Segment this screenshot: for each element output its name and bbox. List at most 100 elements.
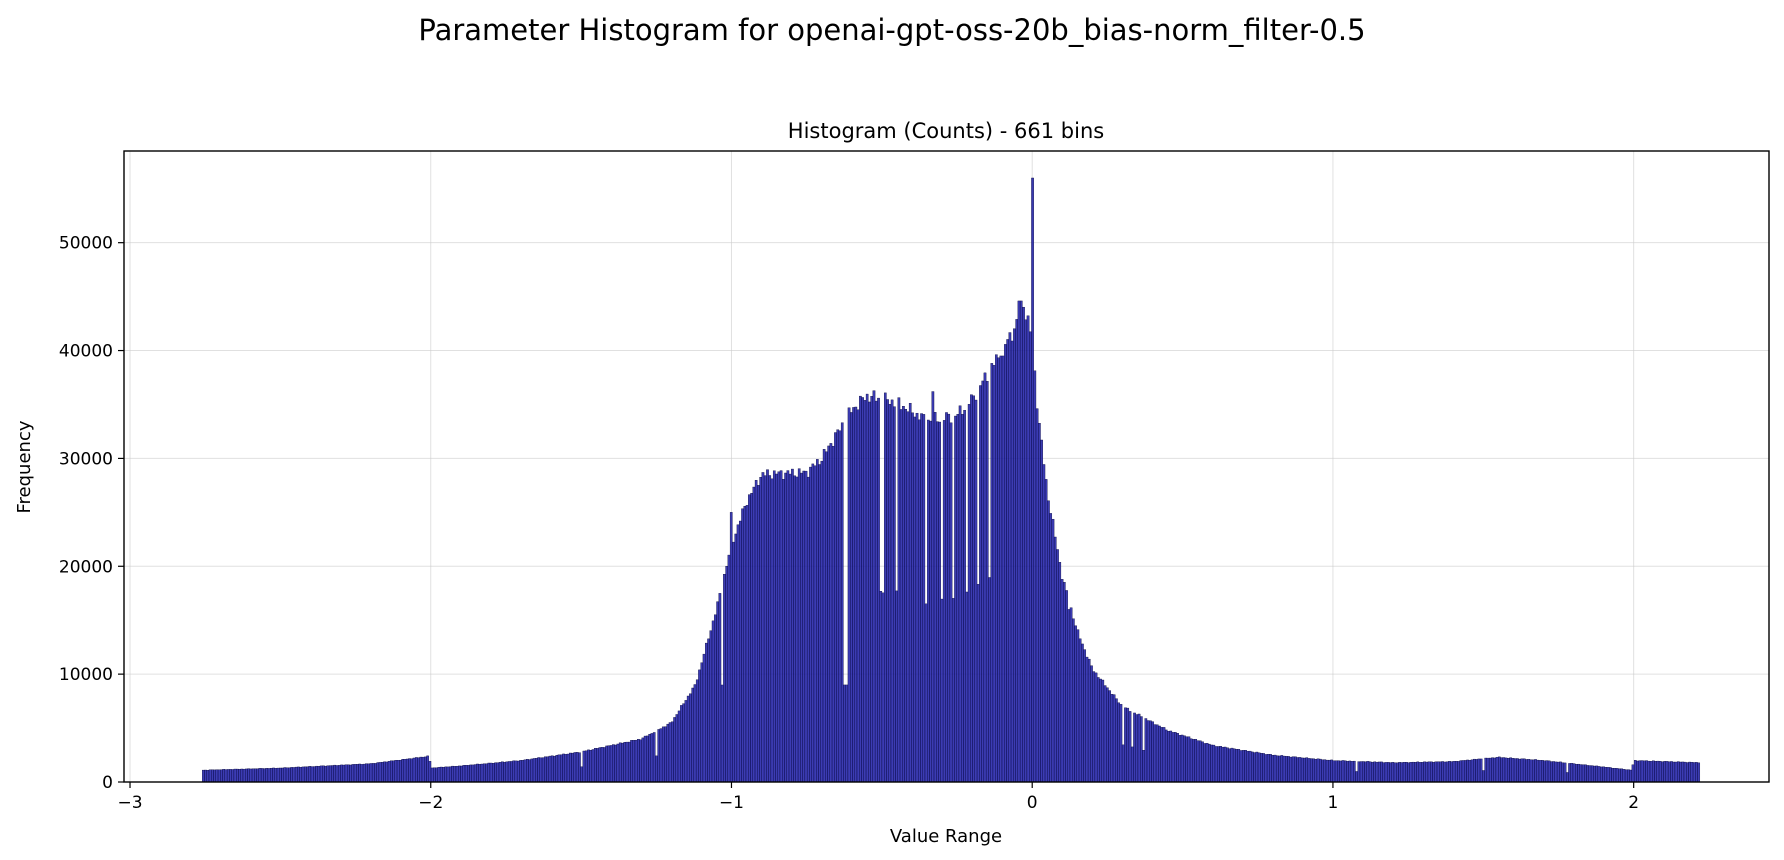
histogram-bar <box>673 717 676 783</box>
histogram-bar <box>376 762 380 783</box>
histogram-bar <box>1260 753 1263 783</box>
histogram-bar <box>1264 754 1268 783</box>
histogram-bar <box>945 412 948 783</box>
histogram-bar <box>501 761 504 783</box>
histogram-bar <box>1135 714 1139 783</box>
histogram-bar <box>924 603 928 783</box>
histogram-bar <box>1382 762 1386 783</box>
histogram-bar <box>1602 766 1605 783</box>
histogram-bar <box>514 760 518 783</box>
histogram-bar <box>634 739 638 783</box>
histogram-bar <box>809 466 812 783</box>
histogram-bar <box>471 764 475 783</box>
histogram-bar <box>963 410 966 783</box>
histogram-bar <box>1581 764 1585 783</box>
histogram-bar <box>487 762 491 783</box>
histogram-bar <box>1067 609 1071 783</box>
y-axis-label: Frequency <box>14 420 35 513</box>
histogram-bar <box>460 765 463 783</box>
histogram-bar <box>940 598 944 783</box>
histogram-bar <box>1169 730 1173 783</box>
histogram-bar <box>890 399 894 783</box>
histogram-bar <box>1307 758 1311 783</box>
histogram-bar <box>1658 761 1662 783</box>
histogram-bar <box>1126 707 1130 783</box>
histogram-bar <box>1368 761 1372 783</box>
histogram-bar <box>473 764 477 783</box>
histogram-bar <box>1529 759 1533 783</box>
histogram-bar <box>405 758 409 783</box>
histogram-bar <box>1121 744 1125 783</box>
histogram-bar <box>451 765 454 783</box>
histogram-bar <box>365 763 368 783</box>
histogram-bar <box>1670 761 1673 783</box>
histogram-bar <box>535 758 538 783</box>
histogram-bar <box>1285 756 1288 783</box>
histogram-bar <box>419 756 423 783</box>
histogram-bar <box>1137 713 1141 783</box>
histogram-bar <box>242 768 246 783</box>
histogram-bar <box>1130 746 1134 783</box>
histogram-bar <box>1459 760 1463 783</box>
histogram-bar <box>632 740 636 783</box>
histogram-bar <box>768 475 772 783</box>
histogram-bar <box>1543 760 1546 783</box>
histogram-bar <box>1339 760 1343 783</box>
histogram-bar <box>1262 753 1265 783</box>
histogram-bar <box>1187 736 1191 783</box>
histogram-bar <box>720 684 724 783</box>
histogram-bar <box>1373 761 1377 783</box>
histogram-bar <box>1119 704 1123 783</box>
histogram-bar <box>1006 339 1009 783</box>
histogram-bar <box>578 752 581 783</box>
histogram-bar <box>1035 408 1039 783</box>
histogram-bar <box>661 726 665 783</box>
histogram-bar <box>904 408 908 783</box>
histogram-bar <box>1618 768 1621 783</box>
histogram-bar <box>1185 736 1188 783</box>
histogram-bar <box>1017 300 1021 783</box>
histogram-bar <box>1004 344 1007 783</box>
histogram-bar <box>1590 765 1594 783</box>
histogram-bar <box>247 768 250 783</box>
histogram-bar <box>1038 423 1041 783</box>
histogram-bar <box>1069 607 1073 783</box>
histogram-bar <box>1536 759 1540 783</box>
histogram-bar <box>215 769 219 783</box>
histogram-bar <box>464 765 468 783</box>
histogram-bar <box>757 485 760 783</box>
histogram-bar <box>598 747 602 783</box>
histogram-bar <box>931 391 935 783</box>
histogram-bar <box>868 401 871 783</box>
histogram-bar <box>1078 638 1082 783</box>
histogram-bar <box>356 764 359 783</box>
histogram-bar <box>1047 500 1050 783</box>
histogram-bar <box>811 463 815 783</box>
histogram-bar <box>358 763 361 783</box>
histogram-bar <box>1015 319 1019 783</box>
histogram-bar <box>1633 760 1637 783</box>
histogram-bar <box>705 642 708 783</box>
histogram-bar <box>378 762 382 783</box>
histogram-bar <box>220 769 223 783</box>
histogram-bar <box>301 766 305 783</box>
histogram-bar <box>444 766 448 783</box>
histogram-bar <box>371 763 375 783</box>
histogram-bar <box>362 763 366 783</box>
histogram-bar <box>1158 725 1161 783</box>
histogram-bar <box>961 414 964 783</box>
histogram-bar <box>1328 759 1331 783</box>
histogram-bar <box>1588 765 1592 783</box>
histogram-bar <box>458 765 461 783</box>
histogram-bar <box>999 355 1003 783</box>
histogram-bar <box>743 506 747 783</box>
histogram-bar <box>1058 562 1062 783</box>
histogram-bar <box>1203 743 1207 783</box>
histogram-bar <box>947 413 951 783</box>
histogram-bar <box>929 420 932 783</box>
histogram-bar <box>886 399 889 783</box>
histogram-bar <box>949 422 953 783</box>
histogram-bar <box>1547 760 1551 783</box>
histogram-bar <box>333 764 337 783</box>
histogram-bar <box>426 755 429 783</box>
